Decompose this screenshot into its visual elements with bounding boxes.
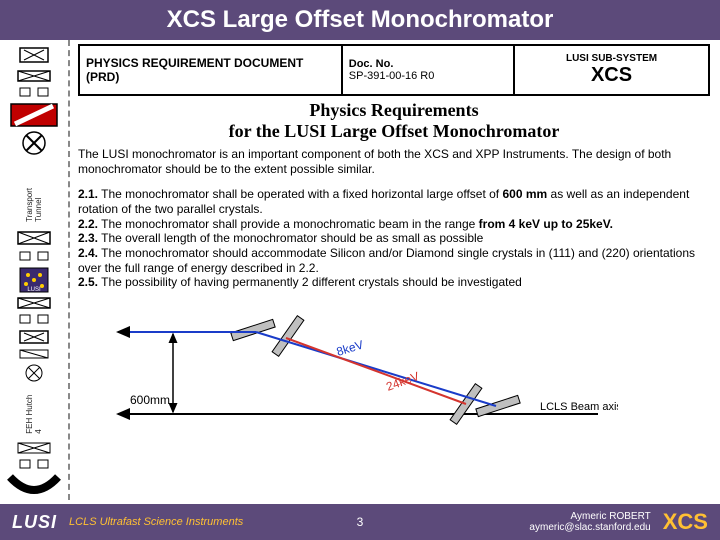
physics-title-line1: Physics Requirements xyxy=(78,100,710,121)
arc-icon xyxy=(4,473,64,500)
component-icon xyxy=(14,249,54,263)
footer-author: Aymeric ROBERT aymeric@slac.stanford.edu xyxy=(529,511,650,533)
footer-subtitle: LCLS Ultrafast Science Instruments xyxy=(69,516,243,528)
component-icon xyxy=(14,229,54,247)
component-icon xyxy=(14,44,54,66)
slide-title: XCS Large Offset Monochromator xyxy=(0,0,720,40)
requirements-block: 2.1. The monochromator shall be operated… xyxy=(78,187,710,289)
subsystem-cell: LUSI SUB-SYSTEM XCS xyxy=(515,46,708,94)
docno-label: Doc. No. xyxy=(349,58,507,70)
svg-text:LUSI: LUSI xyxy=(27,287,41,293)
offset-label: 600mm xyxy=(130,393,170,407)
req-25-num: 2.5. xyxy=(78,275,98,289)
component-icon xyxy=(14,313,54,325)
sidebar-label-transport: Transport Tunnel xyxy=(25,163,43,222)
req-21-text: The monochromator shall be operated with… xyxy=(98,187,502,201)
detector-icon: LUSI xyxy=(16,266,52,293)
req-21-emph: 600 mm xyxy=(502,187,547,201)
slit-icon xyxy=(9,102,59,127)
req-25-text: The possibility of having permanently 2 … xyxy=(98,275,522,289)
page-number: 3 xyxy=(357,515,364,529)
req-23-text: The overall length of the monochromator … xyxy=(98,231,483,245)
physics-title-line2: for the LUSI Large Offset Monochromator xyxy=(78,121,710,142)
intro-text: The LUSI monochromator is an important c… xyxy=(78,147,710,177)
component-icon xyxy=(20,363,48,383)
req-22-emph: from 4 keV up to 25keV. xyxy=(479,217,613,231)
req-22-num: 2.2. xyxy=(78,217,98,231)
component-icon xyxy=(14,328,54,346)
component-icon xyxy=(14,458,54,470)
component-icon xyxy=(18,130,50,155)
monochromator-diagram: LCLS Beam axis 8keV 24keV 600mm xyxy=(88,296,618,441)
component-icon xyxy=(14,296,54,310)
prd-cell: PHYSICS REQUIREMENT DOCUMENT (PRD) xyxy=(80,46,343,94)
req-24-text: The monochromator should accommodate Sil… xyxy=(78,246,695,275)
footer-xcs: XCS xyxy=(663,509,708,535)
footer-logo: LUSI xyxy=(12,512,57,533)
author-name: Aymeric ROBERT xyxy=(529,511,650,522)
energy-low-label: 8keV xyxy=(335,337,365,358)
axis-label: LCLS Beam axis xyxy=(540,401,618,413)
subsystem-label: LUSI SUB-SYSTEM xyxy=(521,53,702,64)
footer-bar: LUSI LCLS Ultrafast Science Instruments … xyxy=(0,504,720,540)
req-23-num: 2.3. xyxy=(78,231,98,245)
component-icon xyxy=(14,69,54,83)
component-icon xyxy=(14,85,54,99)
sidebar-label-hutch: FEH Hutch 4 xyxy=(25,389,43,434)
main-panel: PHYSICS REQUIREMENT DOCUMENT (PRD) Doc. … xyxy=(70,40,720,500)
req-21-num: 2.1. xyxy=(78,187,98,201)
author-email: aymeric@slac.stanford.edu xyxy=(529,522,650,533)
physics-title: Physics Requirements for the LUSI Large … xyxy=(78,100,710,141)
docno-value: SP-391-00-16 R0 xyxy=(349,70,507,82)
req-24-num: 2.4. xyxy=(78,246,98,260)
component-icon xyxy=(16,348,52,360)
docno-cell: Doc. No. SP-391-00-16 R0 xyxy=(343,46,515,94)
beamline-sidebar: Transport Tunnel LUSI FEH Hutch 4 xyxy=(0,40,70,500)
content-area: Transport Tunnel LUSI FEH Hutch 4 PHYSIC… xyxy=(0,40,720,500)
subsystem-value: XCS xyxy=(521,64,702,87)
component-icon xyxy=(14,441,54,455)
req-22-text: The monochromator shall provide a monoch… xyxy=(98,217,479,231)
document-header-table: PHYSICS REQUIREMENT DOCUMENT (PRD) Doc. … xyxy=(78,44,710,96)
